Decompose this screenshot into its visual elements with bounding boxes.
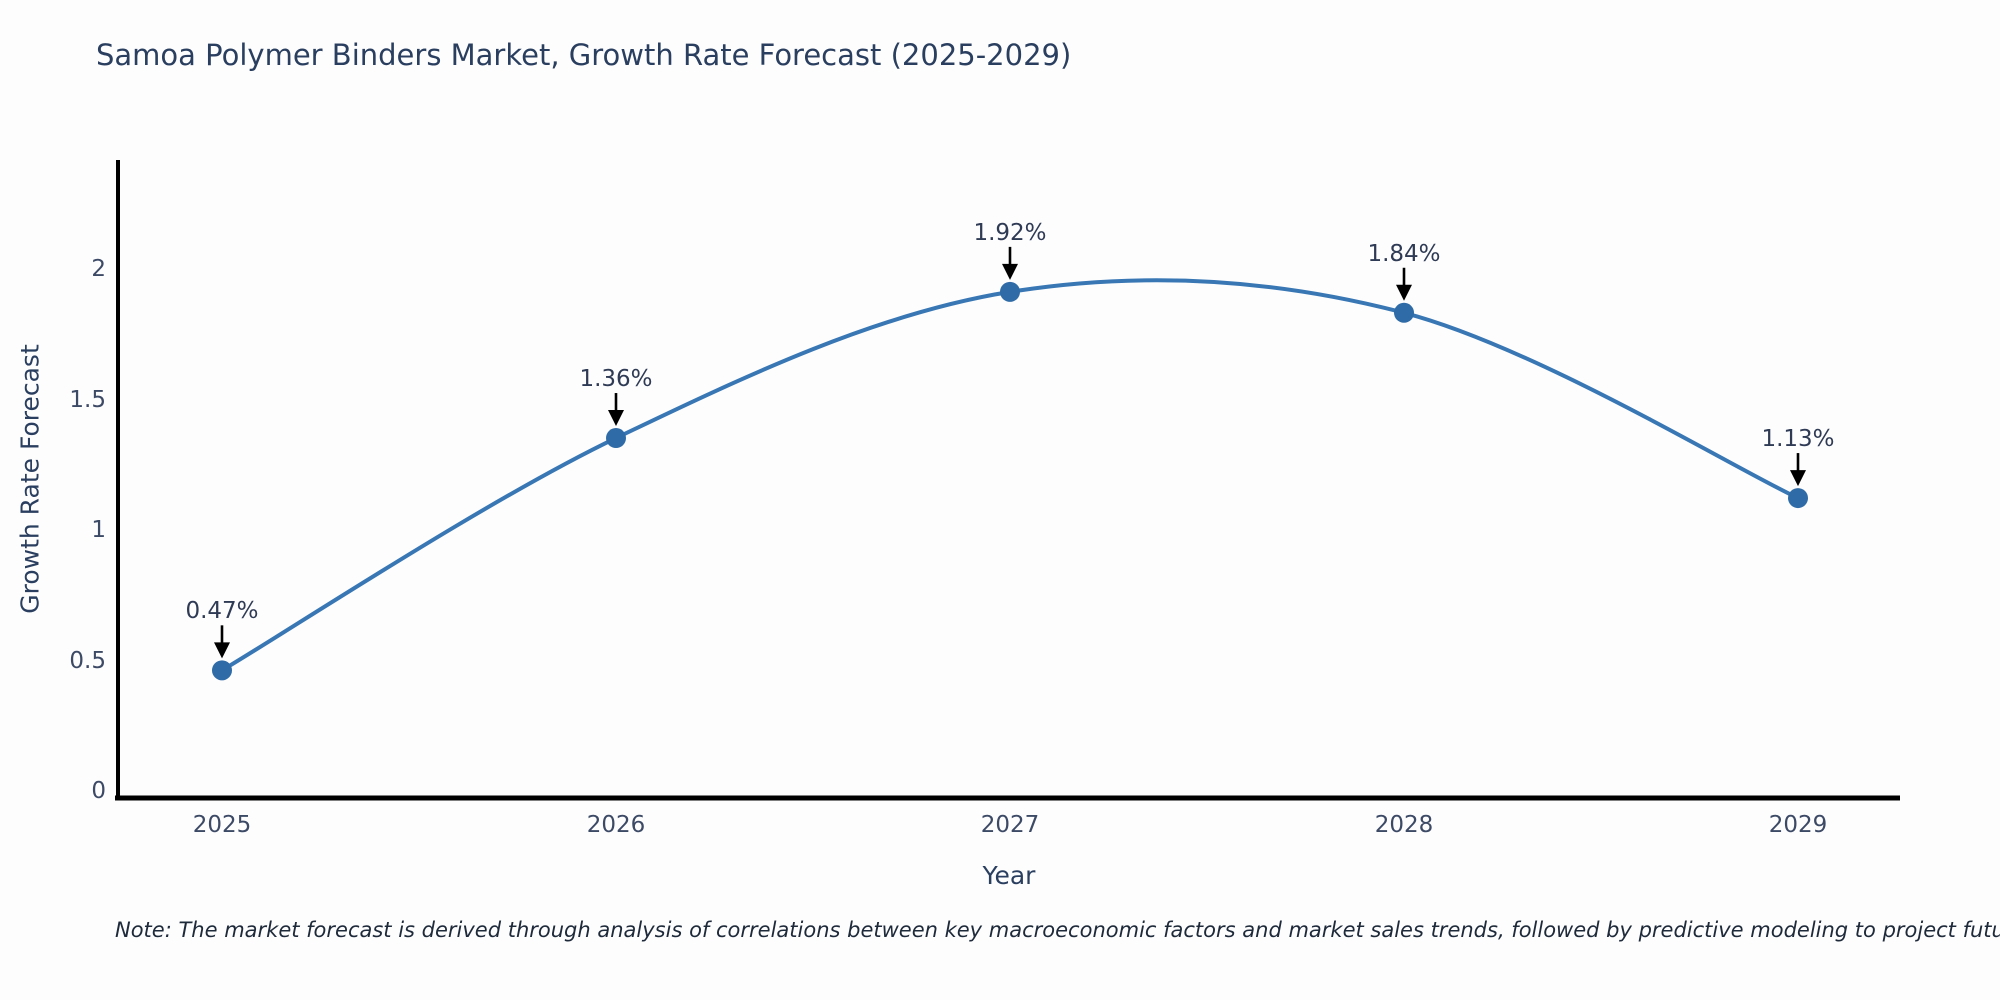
- annotation-label: 1.92%: [973, 219, 1047, 246]
- annotation-arrowhead: [1396, 284, 1412, 301]
- data-point-marker[interactable]: [606, 428, 626, 449]
- y-tick-label: 1: [91, 517, 106, 543]
- annotation-arrowhead: [1002, 263, 1018, 280]
- x-tick-label: 2027: [980, 812, 1040, 838]
- chart-title: Samoa Polymer Binders Market, Growth Rat…: [96, 38, 1072, 72]
- annotation-arrowhead: [608, 410, 624, 427]
- x-tick-label: 2028: [1374, 812, 1434, 838]
- data-point-marker[interactable]: [1394, 302, 1414, 323]
- annotation-label: 1.84%: [1367, 240, 1441, 267]
- x-tick-label: 2025: [192, 812, 252, 838]
- x-tick-label: 2029: [1768, 812, 1828, 838]
- y-tick-label: 0.5: [69, 647, 106, 674]
- annotation-label: 1.13%: [1761, 426, 1835, 453]
- forecast-line: [220, 278, 1799, 673]
- y-tick-label: 2: [91, 256, 106, 282]
- data-point-marker[interactable]: [1788, 488, 1808, 509]
- annotation-label: 0.47%: [185, 598, 259, 625]
- annotation-arrowhead: [1790, 470, 1806, 487]
- y-axis-title: Growth Rate Forecast: [15, 344, 45, 614]
- y-tick-label: 1.5: [69, 386, 106, 413]
- annotation-arrowhead: [214, 642, 230, 659]
- data-point-marker[interactable]: [1000, 281, 1020, 302]
- footnote: Note: The market forecast is derived thr…: [115, 918, 2000, 942]
- annotation-label: 1.36%: [579, 366, 653, 393]
- data-point-marker[interactable]: [212, 660, 232, 681]
- x-tick-label: 2026: [586, 812, 646, 838]
- x-axis-title: Year: [982, 861, 1036, 890]
- y-tick-label: 0: [91, 778, 106, 804]
